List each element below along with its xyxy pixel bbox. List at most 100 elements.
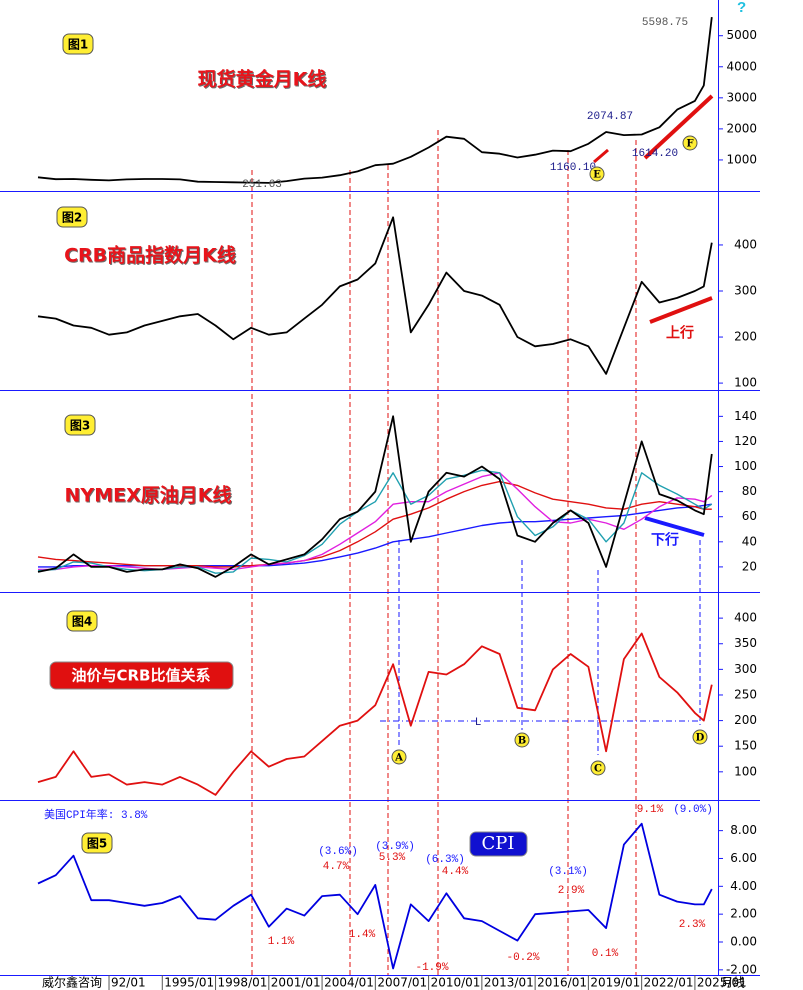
panel-label: 图2 [62,211,82,225]
panel-label: 图3 [70,419,90,433]
y-tick-label: 350 [734,636,757,650]
annotation: 2.3% [679,919,706,931]
trend-line [643,94,714,160]
y-tick-label: 20 [742,559,757,573]
panel-label-box [56,206,88,228]
annotation: E [593,170,601,181]
y-tick-label: 140 [734,409,757,423]
annotation: 9.1% [637,804,664,816]
y-tick-label: 3000 [726,90,757,104]
x-tick-label: 2016/01 [537,976,587,990]
annotation-marker [514,732,530,748]
blue-dashed-guides [398,540,701,755]
annotation-marker [590,760,606,776]
x-tick-label: 2025/01 [697,976,747,990]
y-tick-label: -2.00 [726,962,757,976]
annotation: L [475,717,482,729]
annotation: (6.3%) [425,854,465,866]
annotation-marker [682,135,698,151]
y-tick-label: 100 [734,376,757,390]
x-tick-label: 2019/01 [590,976,640,990]
annotation: 1.4% [349,929,376,941]
annotation: B [518,736,526,747]
y-tick-label: 4.00 [730,879,757,893]
title-box [469,831,528,857]
y-tick-label: 250 [734,687,757,701]
trend-line [649,296,713,324]
annotation-marker [391,749,407,765]
x-tick-label: 2004/01 [324,976,374,990]
decorations [251,94,714,975]
annotation: 2074.87 [587,111,633,123]
annotation: F [686,139,693,150]
y-tick-label: 200 [734,713,757,727]
y-tick-label: 8.00 [730,823,757,837]
series-line [37,632,713,796]
annotation: (3.1%) [548,866,588,878]
y-tick-label: 40 [742,534,757,548]
y-tick-label: 80 [742,484,757,498]
y-tick-label: 300 [734,662,757,676]
annotation: -1.9% [415,962,448,974]
x-tick-label: 2013/01 [484,976,534,990]
annotation: D [696,733,705,744]
panel-label-box [81,832,113,854]
y-tick-label: 6.00 [730,851,757,865]
annotation: (3.6%) [318,846,358,858]
panel-label-box [62,33,94,55]
y-tick-label: 2.00 [730,907,757,921]
series-line [37,480,712,568]
annotation: 4.4% [442,866,469,878]
annotation: 1.1% [268,936,295,948]
footer-left: 威尔鑫咨询 [42,975,102,990]
y-tick-label: 150 [734,739,757,753]
chart-title: CPI [482,833,515,854]
annotation: 下行 [651,532,679,548]
y-tick-label: 120 [734,434,757,448]
y-tick-label: 100 [734,764,757,778]
chart-title: 现货黄金月K线 [198,68,327,91]
chart-title: 油价与CRB比值关系 [72,667,211,685]
annotation: -0.2% [506,952,539,964]
annotation: 上行 [666,325,694,341]
annotation: 4.7% [323,861,350,873]
trend-line [593,148,609,164]
y-tick-label: 400 [734,611,757,625]
annotation: 5.3% [379,852,406,864]
trend-line [644,516,705,537]
annotation: 1614.20 [632,148,678,160]
annotation: (9.0%) [673,804,713,816]
y-tick-label: 60 [742,509,757,523]
x-tick-label: 2007/01 [377,976,427,990]
panel-label-box [64,414,96,436]
x-tick-label: 1998/01 [218,976,268,990]
series-line [37,415,713,578]
y-tick-label: 1000 [726,152,757,166]
annotation: 0.1% [592,948,619,960]
subtitle: 美国CPI年率: 3.8% [44,807,148,822]
panel-label: 图1 [68,38,88,52]
series-line [37,822,713,970]
y-tick-label: 4000 [726,59,757,73]
panel-label-box [66,610,98,632]
annotation-marker [589,166,605,182]
x-tick-label: 92/01 [111,976,146,990]
x-tick-label: 2010/01 [431,976,481,990]
chart-title: CRB商品指数月K线 [64,244,236,267]
annotation: 5598.75 [642,17,688,29]
annotation: 2.9% [558,885,585,897]
chart-title: NYMEX原油月K线 [65,484,232,507]
annotation-marker [692,729,708,745]
annotation: C [594,764,602,775]
y-tick-label: 400 [734,237,757,251]
series-line [37,16,713,184]
panel-label: 图5 [87,837,107,851]
help-icon[interactable]: ? [737,0,746,16]
y-tick-label: 100 [734,459,757,473]
title-box [49,661,234,690]
y-tick-label: 0.00 [730,935,757,949]
red-dashed-guides [251,130,637,975]
annotation: A [394,753,403,764]
